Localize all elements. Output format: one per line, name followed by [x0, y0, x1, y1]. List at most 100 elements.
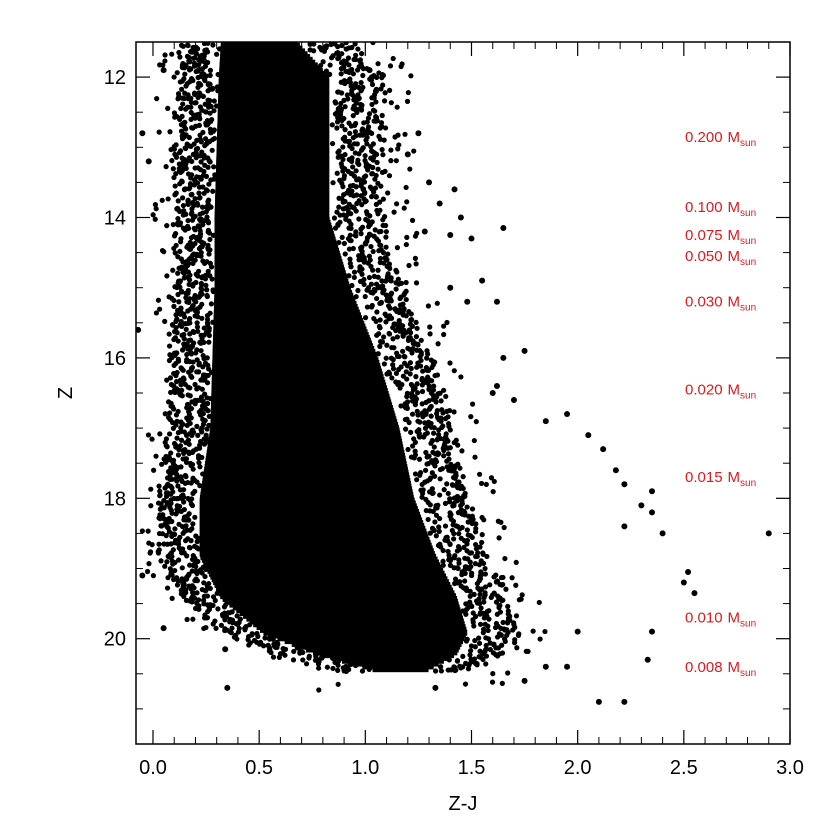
data-point — [161, 541, 167, 547]
data-point — [476, 471, 483, 477]
data-point — [493, 599, 500, 605]
data-point — [424, 461, 430, 467]
data-point — [177, 443, 184, 449]
data-point — [180, 202, 187, 209]
mass-label: 0.008 Msun — [685, 659, 756, 679]
data-point — [505, 670, 511, 676]
data-point — [180, 367, 186, 373]
data-point — [194, 590, 200, 596]
data-point — [358, 51, 365, 57]
data-point — [206, 181, 212, 187]
data-point — [340, 206, 346, 212]
data-point — [147, 550, 153, 556]
data-point — [356, 216, 362, 222]
data-point — [429, 378, 435, 384]
x-axis: 0.0 0.5 1.0 1.5 2.0 2.5 3.0 — [139, 42, 804, 779]
data-point — [426, 453, 432, 459]
data-point — [157, 516, 163, 522]
data-point — [489, 679, 496, 685]
data-point — [364, 235, 370, 241]
mass-value: 0.030 — [685, 294, 723, 311]
data-point — [408, 73, 414, 79]
data-point — [381, 98, 388, 104]
data-point — [204, 426, 210, 432]
data-point — [282, 646, 289, 652]
data-point — [390, 357, 396, 363]
data-point — [327, 71, 333, 77]
data-point — [174, 435, 180, 441]
data-point — [375, 238, 382, 244]
data-point — [413, 280, 420, 286]
data-point — [204, 293, 210, 300]
data-point — [388, 275, 394, 281]
data-point — [164, 475, 171, 481]
data-point — [300, 657, 306, 663]
data-point — [434, 300, 440, 306]
data-point — [419, 490, 426, 496]
data-point — [206, 413, 212, 419]
data-point — [373, 118, 379, 124]
data-point — [368, 243, 374, 250]
data-point — [194, 320, 200, 326]
data-point — [440, 547, 446, 554]
data-point — [451, 409, 457, 415]
data-point — [212, 618, 218, 624]
data-point — [404, 199, 410, 205]
data-point — [180, 212, 186, 218]
data-point — [187, 527, 193, 533]
data-point — [467, 652, 473, 658]
mass-subscript: sun — [740, 668, 756, 679]
data-point — [354, 200, 360, 207]
data-point — [331, 215, 338, 221]
data-point — [441, 487, 447, 493]
mass-subscript: sun — [740, 138, 756, 149]
data-point — [197, 104, 204, 110]
data-point — [400, 332, 406, 338]
data-point — [260, 643, 267, 649]
data-point — [366, 274, 373, 281]
data-point — [188, 480, 194, 486]
data-point — [447, 541, 453, 548]
data-point — [171, 233, 178, 239]
data-point — [199, 58, 205, 64]
data-point — [443, 431, 449, 437]
data-point — [396, 309, 402, 316]
data-point — [200, 597, 207, 603]
data-point — [353, 52, 359, 58]
data-point — [491, 478, 497, 485]
data-point — [180, 64, 186, 71]
data-point — [172, 183, 178, 189]
data-point — [175, 578, 181, 584]
data-point — [139, 572, 146, 579]
data-point — [170, 561, 176, 567]
data-point — [485, 623, 491, 629]
data-point — [180, 530, 186, 536]
data-point — [396, 353, 402, 360]
mass-value: 0.075 — [685, 227, 723, 244]
data-point — [403, 426, 409, 432]
data-point — [648, 628, 655, 635]
data-point — [178, 508, 184, 515]
data-point — [194, 324, 201, 330]
data-point — [201, 356, 207, 362]
data-point — [169, 485, 175, 491]
data-point — [339, 234, 345, 241]
data-point — [169, 51, 175, 57]
data-point — [447, 557, 453, 564]
data-point — [362, 315, 369, 321]
data-point — [171, 174, 177, 181]
x-tick-label: 2.5 — [670, 757, 698, 779]
data-point — [378, 86, 384, 92]
data-point — [194, 479, 200, 485]
y-tick-label: 14 — [104, 208, 126, 230]
data-point — [390, 336, 396, 342]
mass-subscript: sun — [740, 303, 756, 314]
data-point — [342, 127, 348, 133]
data-point — [329, 122, 335, 128]
data-point — [189, 399, 195, 405]
data-point — [349, 158, 355, 165]
data-point — [648, 509, 655, 516]
data-point — [205, 82, 211, 88]
mass-label: 0.015 Msun — [685, 469, 756, 489]
data-point — [409, 350, 415, 356]
